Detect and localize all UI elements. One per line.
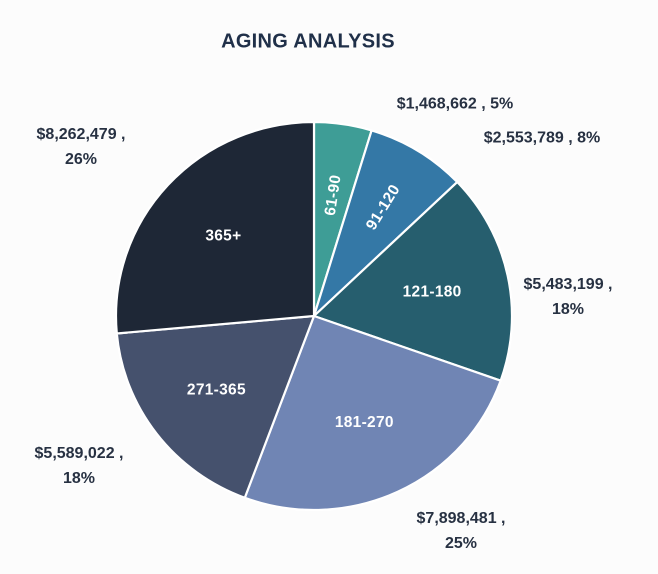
slice-label-181-270: 181-270 [335, 414, 394, 431]
callout-61-90: $1,468,662 , 5% [397, 92, 514, 117]
pie-slice-271-365 [115, 314, 316, 499]
slice-label-271-365: 271-365 [187, 381, 246, 398]
callout-line: 18% [551, 301, 585, 318]
callout-line: $5,483,199 , [523, 276, 613, 293]
pie-slice-181-270 [243, 314, 502, 512]
pie-slice-121-180 [312, 180, 514, 382]
slice-label-121-180: 121-180 [403, 284, 462, 301]
callout-line: $8,262,479 , [36, 126, 126, 143]
callout-365plus: $8,262,479 , 26% [37, 122, 126, 172]
chart-title: AGING ANALYSIS [221, 30, 395, 53]
callout-181-270: $7,898,481 , 25% [417, 506, 506, 556]
callout-line: $5,589,022 , [34, 445, 124, 462]
callout-line: 18% [62, 470, 96, 487]
slice-label-365+: 365+ [205, 227, 241, 244]
callout-line: $7,898,481 , [416, 510, 506, 527]
callout-line: $1,468,662 , 5% [396, 95, 514, 113]
callout-line: 26% [64, 151, 98, 168]
callout-line: 25% [444, 535, 478, 552]
pie-slice-91-120 [312, 129, 459, 318]
callout-line: $2,553,789 , 8% [483, 129, 601, 147]
slice-label-61-90: 61-90 [322, 174, 345, 217]
callout-91-120: $2,553,789 , 8% [484, 126, 601, 151]
pie-slice-365+ [114, 120, 316, 335]
callout-271-365: $5,589,022 , 18% [35, 441, 124, 491]
callout-121-180: $5,483,199 , 18% [524, 272, 613, 322]
